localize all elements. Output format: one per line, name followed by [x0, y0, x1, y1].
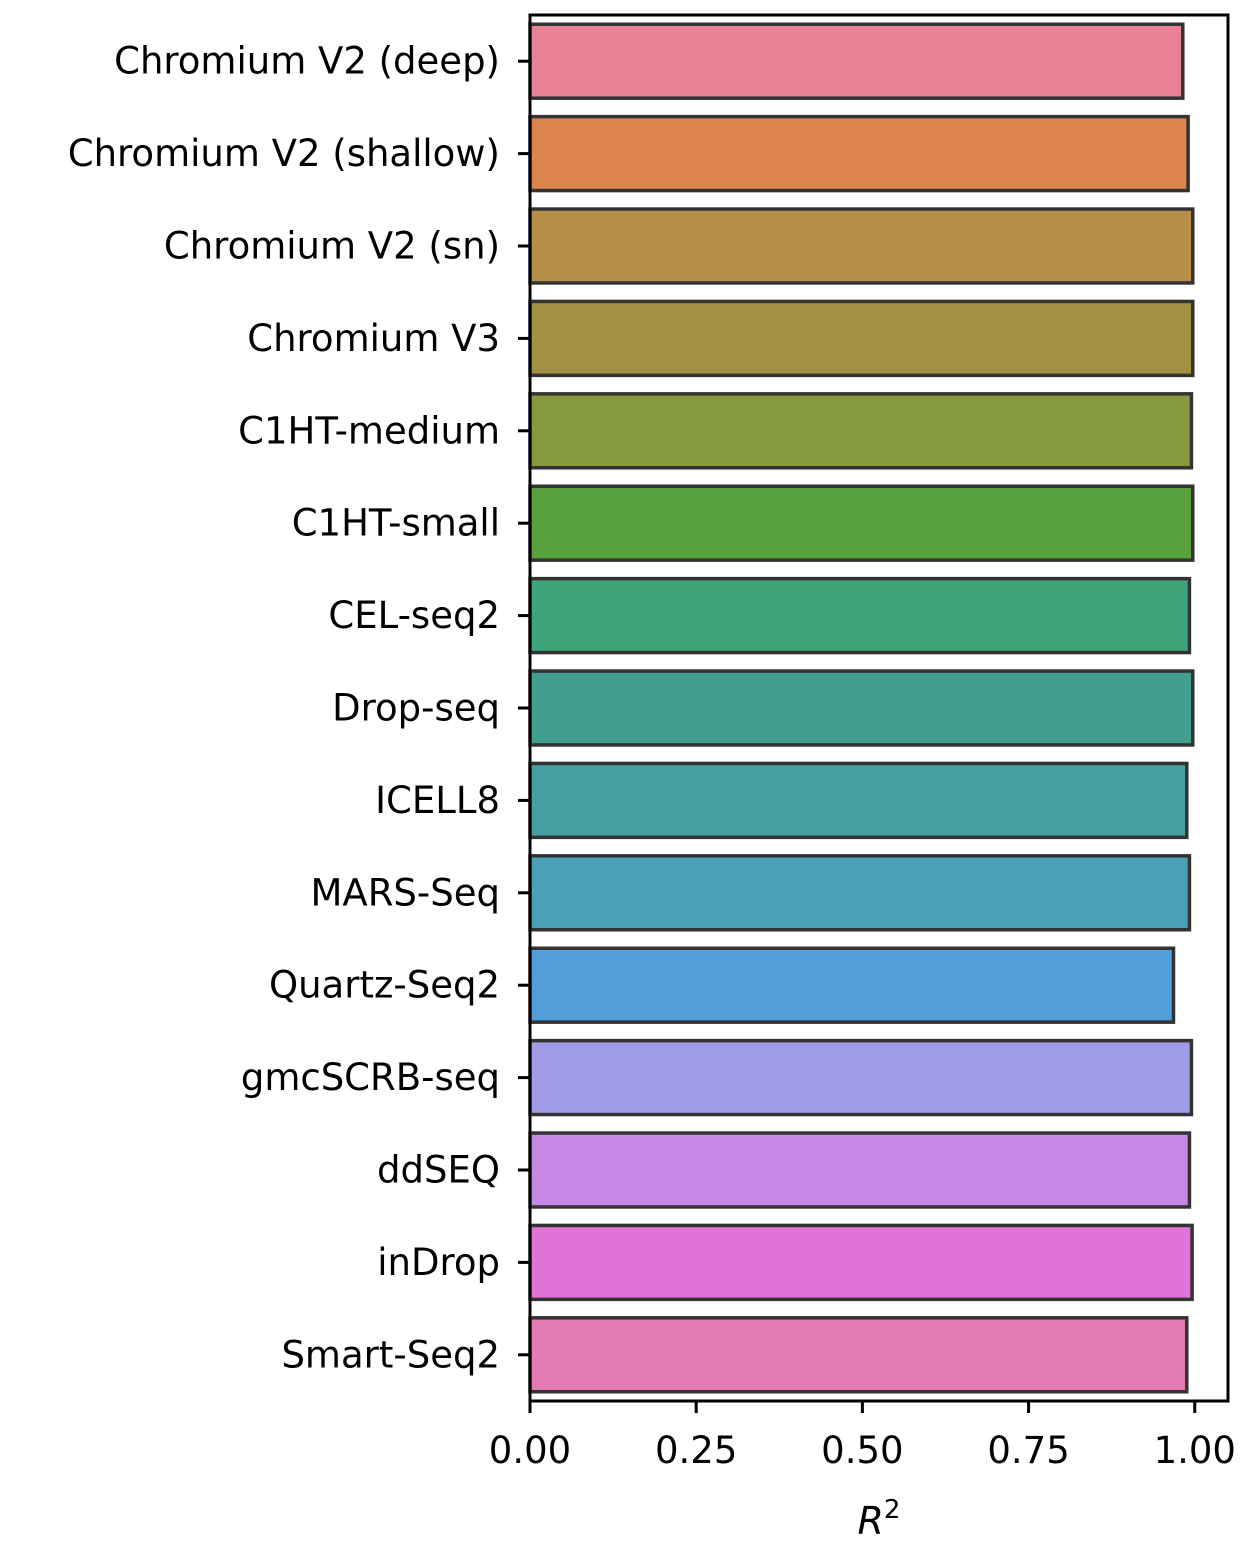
- y-tick-label: Chromium V3: [247, 317, 500, 360]
- bar: [528, 484, 1195, 562]
- plot-frame: [528, 13, 1230, 1403]
- x-axis-label-superscript: 2: [884, 1495, 901, 1525]
- y-tick-label: gmcSCRB-seq: [241, 1056, 500, 1099]
- y-tick-label: CEL-seq2: [328, 594, 500, 637]
- x-tick-label: 0.25: [655, 1429, 737, 1472]
- bar: [528, 207, 1195, 285]
- y-tick-label: Chromium V2 (shallow): [68, 132, 500, 175]
- y-tick-label: C1HT-medium: [238, 409, 500, 452]
- bar: [528, 946, 1176, 1024]
- bar: [528, 22, 1185, 100]
- y-tick-label: Drop-seq: [332, 687, 500, 730]
- x-tick-label: 0.75: [987, 1429, 1069, 1472]
- bar: [528, 1223, 1194, 1302]
- x-axis-label-base: R: [858, 1499, 884, 1543]
- bar: [528, 1131, 1192, 1209]
- bar: [528, 854, 1192, 932]
- bar: [528, 1316, 1189, 1394]
- x-axis-ticks: 0.00 0.25 0.50 0.75 1.00: [489, 1401, 1236, 1472]
- x-tick-label: 0.00: [489, 1429, 571, 1472]
- bar: [528, 1038, 1194, 1117]
- bar: [528, 761, 1189, 840]
- x-tick-label: 0.50: [821, 1429, 903, 1472]
- y-tick-label: Smart-Seq2: [281, 1333, 500, 1376]
- y-axis-ticks: Chromium V2 (deep) Chromium V2 (shallow) C…: [68, 40, 530, 1376]
- y-tick-label: Chromium V2 (deep): [114, 40, 500, 83]
- y-tick-label: Quartz-Seq2: [269, 964, 500, 1007]
- bar: [528, 669, 1195, 747]
- bars-layer: [528, 22, 1195, 1394]
- y-tick-label: MARS-Seq: [310, 871, 500, 914]
- bar: [528, 114, 1190, 193]
- y-tick-label: C1HT-small: [292, 502, 500, 545]
- bar: [528, 576, 1192, 655]
- y-tick-label: inDrop: [377, 1241, 500, 1284]
- y-tick-label: Chromium V2 (sn): [164, 225, 500, 268]
- bar: [528, 392, 1194, 470]
- y-tick-label: ddSEQ: [377, 1149, 500, 1192]
- bar: [528, 299, 1195, 378]
- x-axis-label: R2: [858, 1495, 901, 1543]
- x-tick-label: 1.00: [1154, 1429, 1236, 1472]
- y-tick-label: ICELL8: [375, 779, 500, 822]
